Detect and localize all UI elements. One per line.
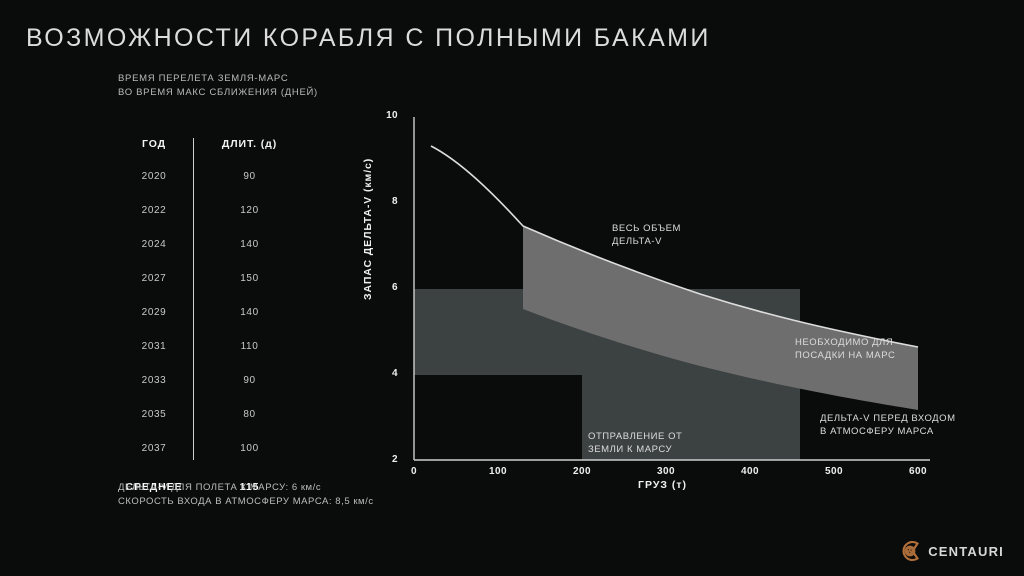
annot-mars-landing-line1: НЕОБХОДИМО ДЛЯ [795, 337, 894, 348]
footnote-line2: СКОРОСТЬ ВХОДА В АТМОСФЕРУ МАРСА: 8,5 км… [118, 496, 374, 507]
table-row: 2024 140 [118, 239, 318, 257]
annot-entry-dv-line1: ДЕЛЬТА-V ПЕРЕД ВХОДОМ [820, 413, 956, 424]
chart-x-tick: 400 [741, 466, 759, 477]
annot-earth-departure-line1: ОТПРАВЛЕНИЕ ОТ [588, 431, 683, 442]
table-subtitle-line1: ВРЕМЯ ПЕРЕЛЕТА ЗЕМЛЯ-МАРС [118, 73, 289, 84]
table-cell-year: 2033 [141, 375, 167, 386]
centauri-logo-text: CENTAURI [928, 543, 1004, 559]
annot-mars-landing-line2: ПОСАДКИ НА МАРС [795, 350, 896, 361]
chart-x-tick: 100 [489, 466, 507, 477]
annot-total-dv: ВЕСЬ ОБЪЕМ ДЕЛЬТА-V [612, 222, 681, 248]
table-row: 2022 120 [118, 205, 318, 223]
table-cell-duration: 110 [240, 341, 259, 352]
table-average-label: СРЕДНЕЕ [125, 481, 183, 493]
chart-x-axis-label: ГРУЗ (т) [638, 479, 687, 491]
table-subtitle: ВРЕМЯ ПЕРЕЛЕТА ЗЕМЛЯ-МАРС ВО ВРЕМЯ МАКС … [118, 72, 318, 100]
delta-v-chart: 10 8 6 4 2 0 100 200 300 400 500 600 ВЕС… [340, 100, 1000, 500]
table-cell-duration: 100 [240, 443, 259, 454]
table-cell-duration: 90 [243, 375, 256, 386]
centauri-logo: CENTAURI [898, 538, 1004, 564]
table-cell-year: 2024 [141, 239, 167, 250]
table-cell-duration: 90 [243, 171, 256, 182]
table-cell-duration: 120 [240, 205, 259, 216]
table-header-year: ГОД [141, 138, 167, 150]
annot-entry-dv-line2: В АТМОСФЕРУ МАРСА [820, 426, 934, 437]
chart-svg [413, 117, 930, 461]
chart-y-tick: 6 [392, 282, 398, 293]
page-title: ВОЗМОЖНОСТИ КОРАБЛЯ С ПОЛНЫМИ БАКАМИ [26, 24, 711, 52]
table-row: 2031 110 [118, 341, 318, 359]
table-row: 2027 150 [118, 273, 318, 291]
table-cell-year: 2029 [141, 307, 167, 318]
table-row: 2035 80 [118, 409, 318, 427]
table-header-duration: ДЛИТ. (д) [221, 138, 278, 150]
chart-x-tick: 200 [573, 466, 591, 477]
annot-earth-departure-line2: ЗЕМЛИ К МАРСУ [588, 444, 673, 455]
annot-earth-departure: ОТПРАВЛЕНИЕ ОТ ЗЕМЛИ К МАРСУ [588, 430, 682, 456]
table-cell-duration: 150 [240, 273, 259, 284]
chart-x-tick: 300 [657, 466, 675, 477]
table-row: 2029 140 [118, 307, 318, 325]
chart-x-tick: 500 [825, 466, 843, 477]
chart-y-tick: 2 [392, 454, 398, 465]
chart-y-tick: 4 [392, 368, 398, 379]
table-cell-duration: 80 [243, 409, 256, 420]
table-cell-year: 2035 [141, 409, 167, 420]
annot-mars-landing: НЕОБХОДИМО ДЛЯ ПОСАДКИ НА МАРС [795, 336, 895, 362]
table-cell-year: 2031 [141, 341, 167, 352]
chart-y-tick: 10 [386, 110, 398, 121]
table-average-row: СРЕДНЕЕ 115 [118, 481, 318, 499]
footnote-line1: ДЕЛЬТА-V ДЛЯ ПОЛЕТА К МАРСУ: 6 км/с [118, 482, 322, 493]
chart-y-tick: 8 [392, 196, 398, 207]
footnotes: ДЕЛЬТА-V ДЛЯ ПОЛЕТА К МАРСУ: 6 км/с СКОР… [118, 481, 374, 509]
annot-total-dv-line1: ВЕСЬ ОБЪЕМ [612, 223, 681, 234]
table-cell-year: 2027 [141, 273, 167, 284]
chart-band-required-dv [523, 226, 918, 410]
chart-y-axis-label: ЗАПАС ДЕЛЬТА-V (км/с) [362, 157, 374, 300]
centauri-ring-svg [902, 540, 920, 562]
table-cell-duration: 140 [240, 307, 259, 318]
chart-x-tick: 600 [909, 466, 927, 477]
chart-curve-total-dv [430, 145, 919, 348]
table-cell-year: 2022 [141, 205, 167, 216]
annot-total-dv-line2: ДЕЛЬТА-V [612, 236, 663, 247]
table-column-divider [193, 138, 194, 460]
centauri-ring-icon [898, 538, 924, 564]
chart-x-tick: 0 [411, 466, 417, 477]
table-cell-year: 2020 [141, 171, 167, 182]
table-cell-year: 2037 [141, 443, 167, 454]
transfer-time-table: ГОД ДЛИТ. (д) 2020 90 2022 120 2024 140 … [118, 138, 318, 493]
table-row: 2037 100 [118, 443, 318, 461]
table-average-value: 115 [239, 481, 260, 493]
table-subtitle-line2: ВО ВРЕМЯ МАКС СБЛИЖЕНИЯ (ДНЕЙ) [118, 87, 318, 98]
table-header-row: ГОД ДЛИТ. (д) [118, 138, 318, 156]
annot-entry-dv: ДЕЛЬТА-V ПЕРЕД ВХОДОМ В АТМОСФЕРУ МАРСА [820, 412, 956, 438]
table-row: 2033 90 [118, 375, 318, 393]
table-cell-duration: 140 [240, 239, 259, 250]
table-row: 2020 90 [118, 171, 318, 189]
